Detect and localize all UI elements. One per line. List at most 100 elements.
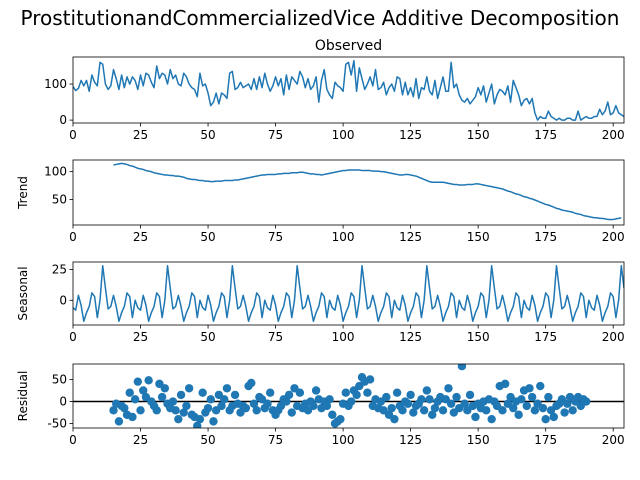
residual-xtick-label: 50 xyxy=(200,433,215,447)
residual-point xyxy=(568,406,577,415)
residual-point xyxy=(130,395,140,404)
residual-point xyxy=(114,417,124,426)
residual-point xyxy=(206,395,215,404)
residual-point xyxy=(230,390,240,400)
residual-point xyxy=(452,392,461,402)
seasonal-xtick-label: 175 xyxy=(534,330,557,344)
residual-point xyxy=(184,384,194,393)
residual-point xyxy=(444,384,453,393)
residual-point xyxy=(465,390,475,400)
residual-plot-area xyxy=(73,364,624,428)
observed-xtick-label: 150 xyxy=(467,128,490,142)
observed-xtick-label: 100 xyxy=(332,128,355,142)
residual-point xyxy=(425,395,434,404)
residual-point xyxy=(352,390,361,400)
residual-point xyxy=(457,364,467,371)
seasonal-panel: 0 25 50 75 100 125 150 175 200 0 25 Seasonal xyxy=(16,261,625,344)
residual-point xyxy=(500,379,510,389)
trend-axes-frame xyxy=(72,159,625,226)
residual-xtick-label: 175 xyxy=(534,433,557,447)
residual-point xyxy=(322,401,332,411)
residual-point xyxy=(549,412,558,422)
observed-xtick-label: 50 xyxy=(200,128,215,142)
observed-plot-area xyxy=(73,59,624,121)
residual-point xyxy=(471,412,480,422)
residual-xtick-label: 150 xyxy=(467,433,490,447)
residual-point xyxy=(128,412,137,422)
residual-point xyxy=(460,399,469,408)
residual-point xyxy=(249,399,259,408)
seasonal-xtick-label: 0 xyxy=(69,330,77,344)
residual-point xyxy=(171,406,180,415)
residual-point xyxy=(536,381,545,391)
seasonal-ytick-label: 0 xyxy=(59,293,67,307)
residual-point xyxy=(295,388,305,397)
residual-point xyxy=(309,401,318,411)
residual-point xyxy=(347,397,356,406)
residual-point xyxy=(198,388,207,397)
observed-xtick-label: 0 xyxy=(69,128,77,142)
residual-point xyxy=(514,410,523,419)
residual-point xyxy=(195,414,205,424)
residual-point xyxy=(139,386,148,395)
residual-point xyxy=(284,390,294,400)
residual-point xyxy=(417,395,426,404)
residual-point xyxy=(422,386,432,395)
residual-point xyxy=(563,399,572,408)
residual-point xyxy=(487,414,496,424)
residual-point xyxy=(287,408,296,417)
residual-point xyxy=(152,406,161,415)
observed-series-line xyxy=(73,59,624,121)
residual-point xyxy=(544,392,553,402)
trend-xtick-label: 175 xyxy=(534,230,557,244)
residual-point xyxy=(517,395,526,404)
residual-point xyxy=(311,386,321,395)
residual-point xyxy=(363,388,372,397)
seasonal-xtick-label: 75 xyxy=(268,330,283,344)
observed-panel: 0 25 50 75 100 125 150 175 200 0 100 Observed xyxy=(44,38,625,142)
residual-point xyxy=(446,399,456,408)
trend-xtick-label: 25 xyxy=(133,230,148,244)
residual-point xyxy=(179,408,188,417)
residual-point xyxy=(509,403,518,413)
residual-xtick-label: 100 xyxy=(332,433,355,447)
trend-ylabel: Trend xyxy=(16,176,30,210)
residual-xtick-label: 0 xyxy=(69,433,77,447)
observed-title: Observed xyxy=(315,38,382,54)
seasonal-xtick-label: 200 xyxy=(602,330,625,344)
residual-point xyxy=(109,406,118,415)
residual-point xyxy=(136,406,145,415)
figure-title: ProstitutionandCommercializedVice Additi… xyxy=(20,6,620,30)
trend-xtick-label: 200 xyxy=(602,230,625,244)
trend-ytick-label: 50 xyxy=(52,192,67,206)
residual-point xyxy=(157,392,167,402)
residual-point xyxy=(430,403,440,413)
trend-xtick-label: 150 xyxy=(467,230,490,244)
residual-point xyxy=(265,388,275,397)
observed-xtick-label: 125 xyxy=(399,128,422,142)
observed-axes-frame xyxy=(72,56,625,124)
trend-plot-area xyxy=(113,162,622,221)
residual-point xyxy=(482,406,491,415)
residual-point xyxy=(144,376,153,385)
residual-point xyxy=(176,390,186,400)
residual-point xyxy=(263,399,272,408)
residual-point xyxy=(325,395,334,404)
residual-point xyxy=(203,403,213,413)
residual-point xyxy=(392,388,402,397)
residual-point xyxy=(382,392,391,402)
seasonal-xtick-label: 25 xyxy=(133,330,148,344)
residual-point xyxy=(438,406,448,415)
residual-point xyxy=(209,417,218,426)
residual-point xyxy=(217,401,226,411)
residual-xtick-label: 25 xyxy=(133,433,148,447)
observed-xtick-label: 25 xyxy=(133,128,148,142)
residual-point xyxy=(222,384,232,393)
trend-series-line xyxy=(113,162,622,221)
seasonal-ytick-label: 25 xyxy=(52,262,67,276)
residual-point xyxy=(409,408,418,417)
residual-point xyxy=(365,375,375,384)
